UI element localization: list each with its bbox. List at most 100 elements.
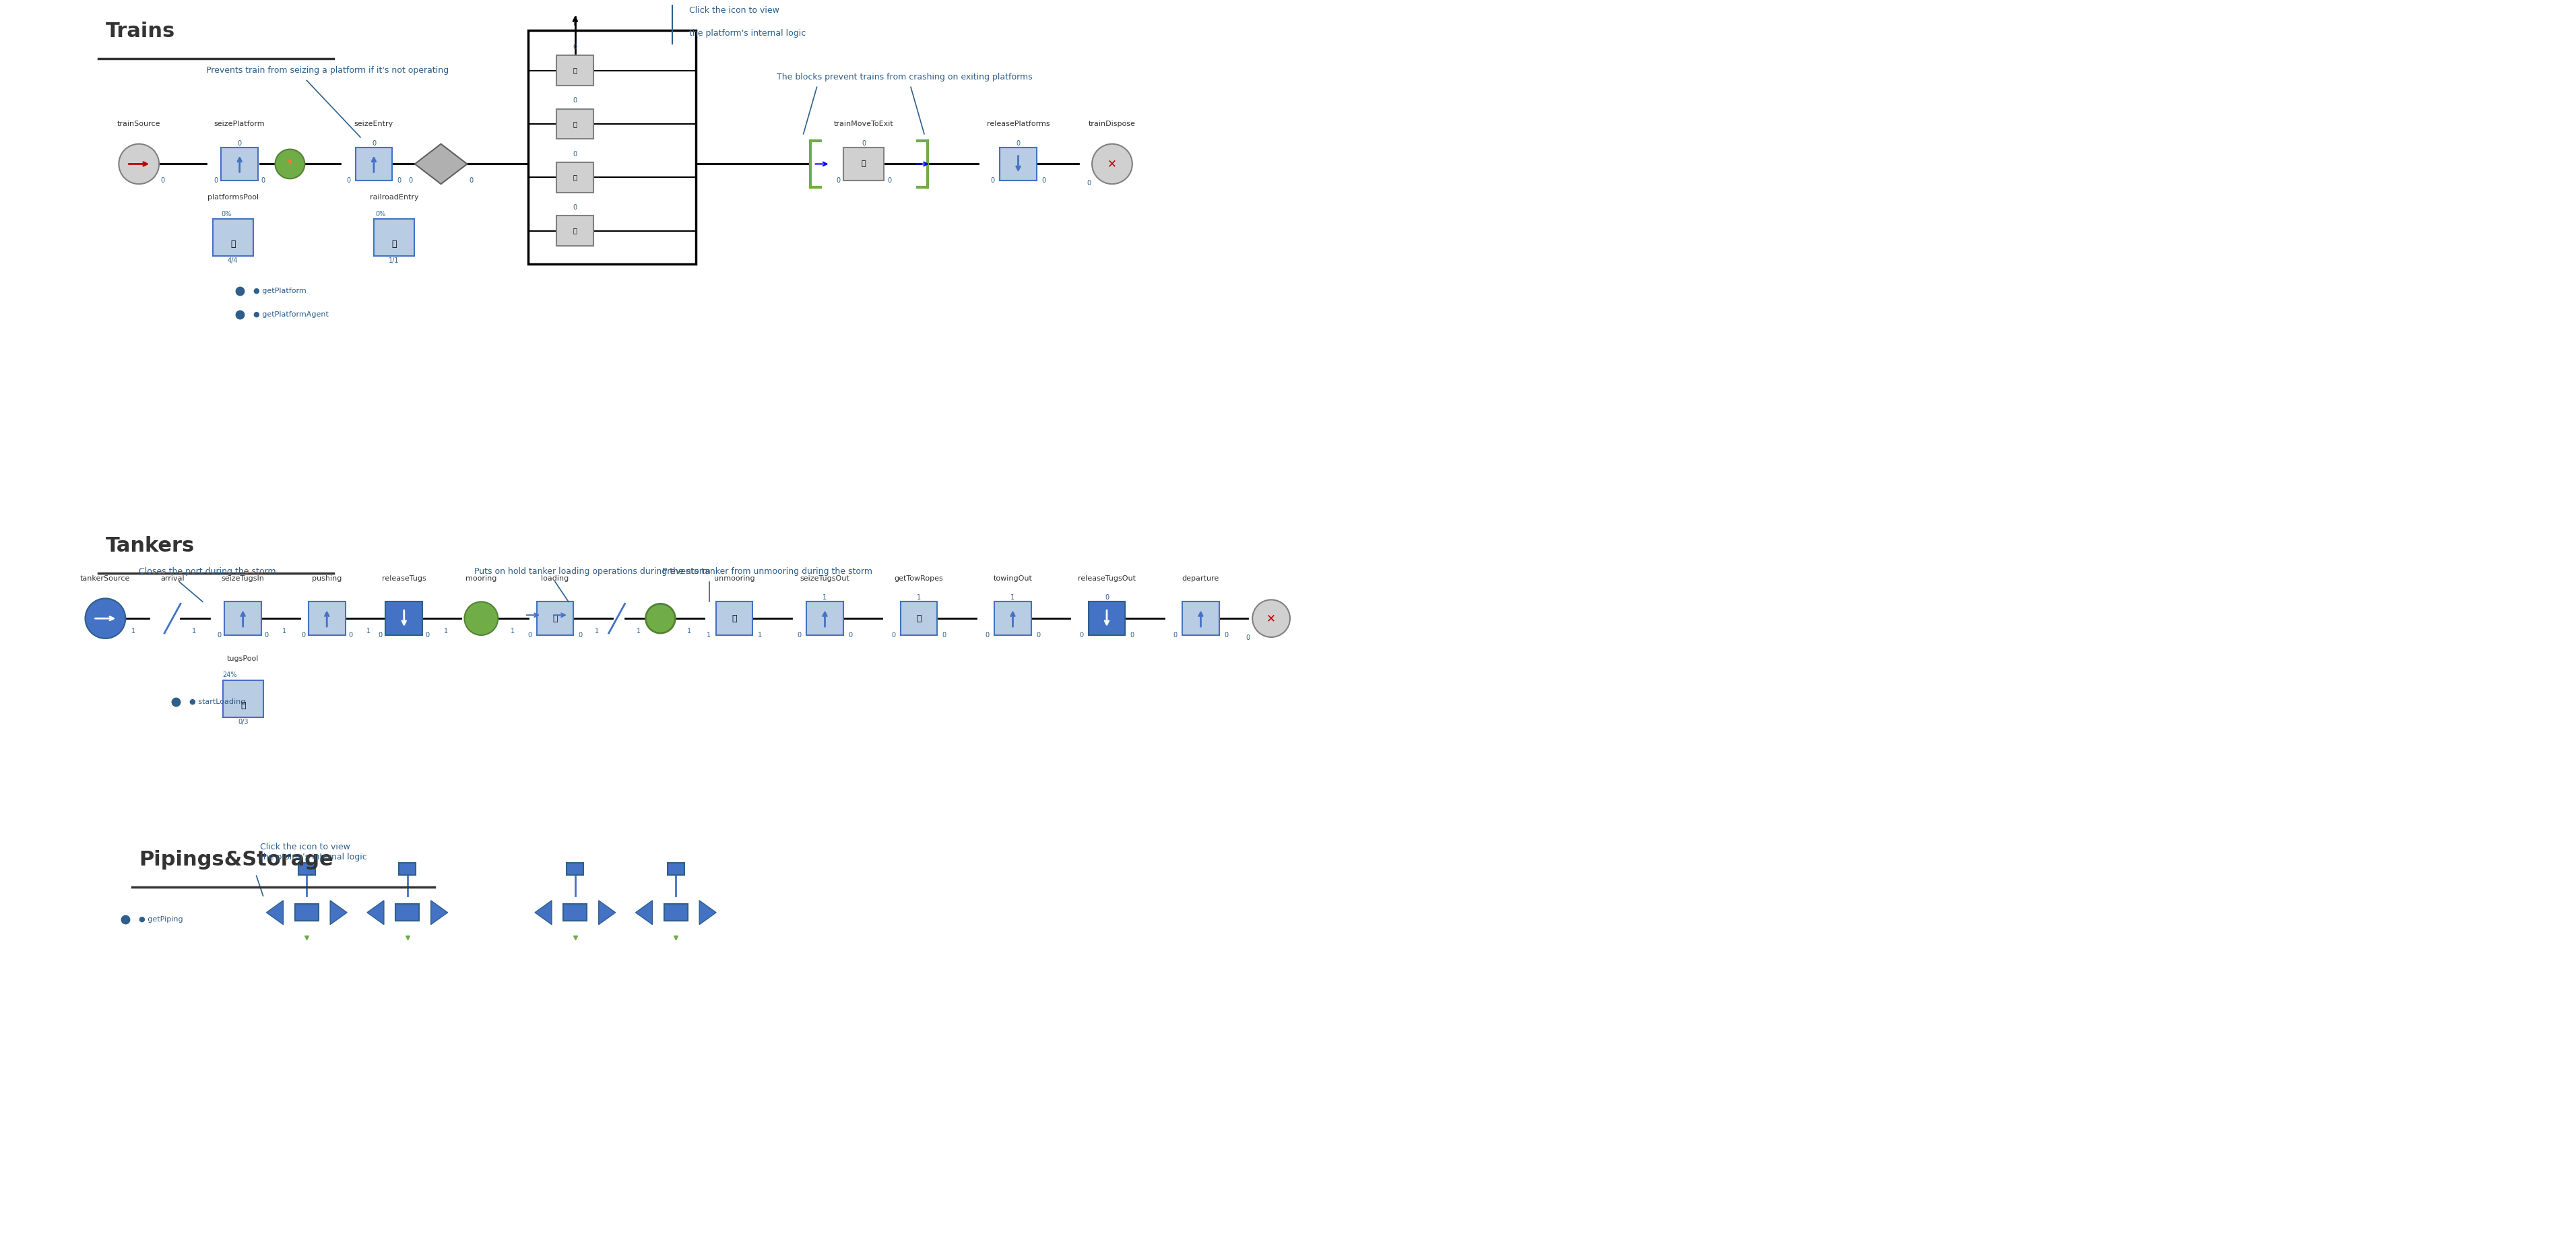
FancyBboxPatch shape	[399, 863, 415, 875]
Polygon shape	[330, 900, 348, 925]
Polygon shape	[265, 900, 283, 925]
Text: 0: 0	[1015, 140, 1020, 146]
Text: ✕: ✕	[1108, 158, 1118, 170]
Text: 0: 0	[1036, 631, 1041, 639]
Text: tugsPool: tugsPool	[227, 655, 260, 662]
FancyBboxPatch shape	[556, 215, 592, 246]
Text: 0: 0	[1247, 634, 1249, 641]
FancyBboxPatch shape	[716, 602, 752, 635]
Text: 0: 0	[1041, 177, 1046, 184]
Text: 0: 0	[469, 177, 474, 184]
Text: 24%: 24%	[222, 672, 237, 678]
Text: 0: 0	[1079, 631, 1084, 639]
Text: towingOut: towingOut	[994, 574, 1033, 582]
Text: ● startLoading: ● startLoading	[188, 698, 245, 706]
Circle shape	[276, 150, 304, 178]
Text: ?: ?	[286, 160, 294, 168]
Text: Click the icon to view: Click the icon to view	[690, 6, 781, 15]
Text: 0: 0	[1131, 631, 1133, 639]
Text: 0: 0	[1224, 631, 1229, 639]
Text: seizeTugsOut: seizeTugsOut	[801, 574, 850, 582]
Text: 0: 0	[891, 631, 896, 639]
Text: 0: 0	[160, 177, 165, 184]
Text: 0: 0	[992, 177, 994, 184]
Text: 0: 0	[943, 631, 945, 639]
Circle shape	[647, 604, 675, 633]
FancyBboxPatch shape	[556, 109, 592, 139]
FancyBboxPatch shape	[1087, 602, 1126, 635]
Circle shape	[118, 144, 160, 184]
Text: 🚂: 🚂	[574, 228, 577, 234]
Text: 0: 0	[528, 631, 531, 639]
FancyBboxPatch shape	[386, 602, 422, 635]
Text: Pipings&Storage: Pipings&Storage	[139, 851, 332, 870]
Text: Trains: Trains	[106, 21, 175, 41]
Circle shape	[1252, 599, 1291, 638]
Text: 1: 1	[757, 631, 762, 639]
Text: 0: 0	[580, 631, 582, 639]
Text: 0: 0	[216, 631, 222, 639]
Text: railroadEntry: railroadEntry	[368, 194, 417, 201]
Text: 0: 0	[301, 631, 307, 639]
Text: pushing: pushing	[312, 574, 343, 582]
Polygon shape	[415, 144, 466, 184]
Text: departure: departure	[1182, 574, 1218, 582]
FancyBboxPatch shape	[665, 904, 688, 921]
Text: unmooring: unmooring	[714, 574, 755, 582]
Text: 0: 0	[425, 631, 430, 639]
Text: 1: 1	[822, 594, 827, 602]
Polygon shape	[368, 900, 384, 925]
Text: 0: 0	[410, 177, 412, 184]
Text: releasePlatforms: releasePlatforms	[987, 120, 1048, 128]
Text: ● getPlatform: ● getPlatform	[252, 287, 307, 295]
Text: 0: 0	[397, 177, 402, 184]
Text: 0: 0	[1172, 631, 1177, 639]
Text: releaseTugs: releaseTugs	[381, 574, 425, 582]
FancyBboxPatch shape	[556, 56, 592, 85]
Text: 0: 0	[799, 631, 801, 639]
Text: 0: 0	[379, 631, 384, 639]
Text: Prevents tanker from unmooring during the storm: Prevents tanker from unmooring during th…	[662, 567, 873, 576]
Text: 0: 0	[1105, 594, 1108, 602]
Text: ● getPiping: ● getPiping	[139, 916, 183, 922]
Text: seizeTugsIn: seizeTugsIn	[222, 574, 265, 582]
Text: 0: 0	[886, 177, 891, 184]
Text: 0: 0	[572, 97, 577, 104]
Text: 0: 0	[572, 151, 577, 157]
FancyBboxPatch shape	[299, 863, 314, 875]
Text: 0: 0	[848, 631, 853, 639]
Text: platformsPool: platformsPool	[206, 194, 258, 201]
Text: the platform's internal logic: the platform's internal logic	[690, 30, 806, 38]
Text: Click the icon to view
the piping's internal logic: Click the icon to view the piping's inte…	[260, 843, 366, 862]
Polygon shape	[598, 900, 616, 925]
Text: 👥: 👥	[240, 701, 245, 709]
Text: 0/3: 0/3	[237, 718, 247, 725]
Polygon shape	[698, 900, 716, 925]
Text: trainSource: trainSource	[116, 120, 160, 128]
Text: 1: 1	[917, 594, 920, 602]
Text: trainDispose: trainDispose	[1090, 120, 1136, 128]
Text: Closes the port during the storm: Closes the port during the storm	[139, 567, 276, 576]
Text: 0: 0	[1087, 180, 1090, 187]
Text: 1: 1	[1010, 594, 1015, 602]
FancyBboxPatch shape	[556, 162, 592, 192]
Text: ⏱: ⏱	[551, 614, 556, 623]
Text: seizePlatform: seizePlatform	[214, 120, 265, 128]
Text: 0: 0	[348, 631, 353, 639]
Text: ✕: ✕	[1267, 613, 1275, 624]
Text: 1: 1	[595, 628, 598, 635]
FancyBboxPatch shape	[309, 602, 345, 635]
Text: 0: 0	[260, 177, 265, 184]
Text: Puts on hold tanker loading operations during the storm: Puts on hold tanker loading operations d…	[474, 567, 711, 576]
Text: ● getPlatformAgent: ● getPlatformAgent	[252, 311, 327, 318]
FancyBboxPatch shape	[355, 147, 392, 181]
Text: 0: 0	[265, 631, 268, 639]
FancyBboxPatch shape	[999, 147, 1036, 181]
Polygon shape	[536, 900, 551, 925]
Text: getTowRopes: getTowRopes	[894, 574, 943, 582]
Polygon shape	[636, 900, 652, 925]
Text: 0: 0	[572, 43, 577, 51]
Polygon shape	[430, 900, 448, 925]
FancyBboxPatch shape	[374, 219, 415, 256]
FancyBboxPatch shape	[536, 602, 574, 635]
